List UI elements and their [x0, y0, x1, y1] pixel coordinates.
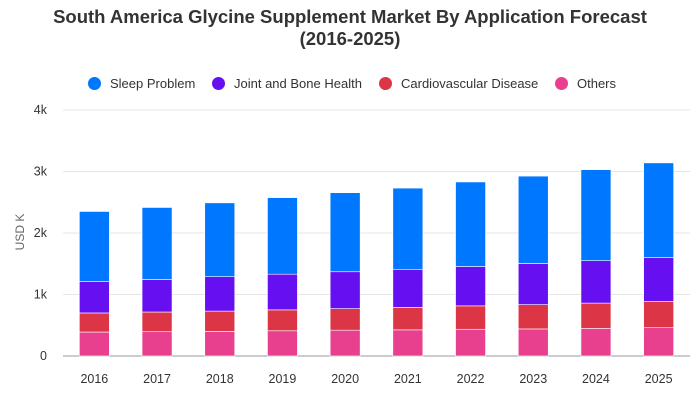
- bar-others-2016[interactable]: [79, 331, 110, 357]
- x-tick-label: 2023: [519, 372, 547, 386]
- bar-sleep-problem-2019[interactable]: [267, 197, 298, 275]
- y-tick-label: 4k: [34, 103, 48, 117]
- bar-others-2023[interactable]: [517, 328, 549, 357]
- bar-sleep-problem-2025[interactable]: [643, 162, 674, 258]
- y-tick-label: 0: [40, 349, 47, 363]
- bar-joint-and-bone-health-2019[interactable]: [267, 273, 298, 311]
- legend-label-cardiovascular-disease: Cardiovascular Disease: [401, 75, 539, 91]
- bar-others-2025[interactable]: [643, 327, 674, 357]
- x-tick-label: 2016: [80, 372, 108, 386]
- legend-label-others: Others: [577, 75, 617, 91]
- x-tick-label: 2021: [394, 372, 422, 386]
- bar-sleep-problem-2020[interactable]: [329, 192, 361, 273]
- bar-sleep-problem-2017[interactable]: [141, 207, 173, 280]
- bar-others-2020[interactable]: [329, 329, 361, 357]
- x-tick-label: 2025: [645, 372, 673, 386]
- bar-cardiovascular-disease-2022[interactable]: [455, 305, 486, 330]
- bar-others-2024[interactable]: [580, 328, 612, 357]
- bar-others-2019[interactable]: [267, 330, 298, 357]
- legend-swatch-others: [555, 76, 568, 90]
- legend-swatch-cardiovascular-disease: [379, 76, 392, 90]
- bar-others-2022[interactable]: [455, 328, 486, 357]
- bar-joint-and-bone-health-2022[interactable]: [455, 266, 486, 307]
- bar-sleep-problem-2023[interactable]: [517, 175, 549, 264]
- bar-sleep-problem-2016[interactable]: [79, 211, 110, 282]
- y-tick-label: 1k: [34, 288, 48, 302]
- bar-joint-and-bone-health-2017[interactable]: [141, 279, 173, 313]
- bar-joint-and-bone-health-2020[interactable]: [329, 271, 361, 309]
- bar-others-2021[interactable]: [392, 329, 424, 357]
- legend-swatch-sleep-problem: [88, 76, 101, 90]
- x-tick-label: 2020: [331, 372, 359, 386]
- x-tick-label: 2017: [143, 372, 171, 386]
- chart-title: South America Glycine Supplement Market …: [0, 6, 700, 50]
- bar-cardiovascular-disease-2018[interactable]: [204, 310, 236, 332]
- bar-sleep-problem-2018[interactable]: [204, 202, 236, 277]
- y-axis: 0 1k 2k 3k 4k: [34, 103, 48, 363]
- x-tick-label: 2019: [269, 372, 297, 386]
- legend-item-joint-and-bone-health[interactable]: Joint and Bone Health: [212, 72, 362, 94]
- bar-others-2018[interactable]: [204, 331, 236, 357]
- bar-cardiovascular-disease-2016[interactable]: [79, 312, 110, 333]
- bar-cardiovascular-disease-2024[interactable]: [580, 302, 612, 329]
- legend-item-sleep-problem[interactable]: Sleep Problem: [88, 72, 195, 94]
- legend-label-joint-and-bone-health: Joint and Bone Health: [234, 75, 362, 91]
- x-tick-label: 2018: [206, 372, 234, 386]
- bar-sleep-problem-2021[interactable]: [392, 187, 424, 270]
- bar-cardiovascular-disease-2025[interactable]: [643, 301, 674, 329]
- bar-joint-and-bone-health-2025[interactable]: [643, 257, 674, 302]
- x-axis: 2016 2017 2018 2019 2020 2021 2022 2023 2024 2025: [80, 372, 672, 386]
- y-tick-label: 2k: [34, 226, 48, 240]
- bar-cardiovascular-disease-2023[interactable]: [517, 304, 549, 330]
- bar-joint-and-bone-health-2021[interactable]: [392, 268, 424, 308]
- bar-joint-and-bone-health-2024[interactable]: [580, 260, 612, 304]
- x-tick-label: 2022: [457, 372, 485, 386]
- bar-sleep-problem-2024[interactable]: [580, 169, 612, 261]
- legend-item-cardiovascular-disease[interactable]: Cardiovascular Disease: [379, 72, 538, 94]
- bar-joint-and-bone-health-2023[interactable]: [517, 263, 549, 305]
- y-tick-label: 3k: [34, 165, 48, 179]
- legend-label-sleep-problem: Sleep Problem: [110, 75, 196, 91]
- bar-others-2017[interactable]: [141, 331, 173, 357]
- bar-cardiovascular-disease-2017[interactable]: [141, 311, 173, 333]
- chart-title-line-1: South America Glycine Supplement Market …: [53, 6, 647, 27]
- bar-cardiovascular-disease-2019[interactable]: [267, 309, 298, 332]
- chart-legend: Sleep Problem Joint and Bone Health Card…: [0, 72, 700, 96]
- bar-joint-and-bone-health-2016[interactable]: [79, 281, 110, 314]
- bars: [79, 162, 674, 357]
- legend-swatch-joint-and-bone-health: [212, 76, 225, 90]
- chart-title-line-2: (2016-2025): [299, 28, 401, 49]
- bar-cardiovascular-disease-2020[interactable]: [329, 308, 361, 331]
- y-axis-title: USD K: [13, 214, 27, 251]
- legend-item-others[interactable]: Others: [555, 72, 616, 94]
- x-tick-label: 2024: [582, 372, 610, 386]
- bar-cardiovascular-disease-2021[interactable]: [392, 307, 424, 331]
- bar-joint-and-bone-health-2018[interactable]: [204, 276, 236, 312]
- bar-sleep-problem-2022[interactable]: [455, 181, 486, 267]
